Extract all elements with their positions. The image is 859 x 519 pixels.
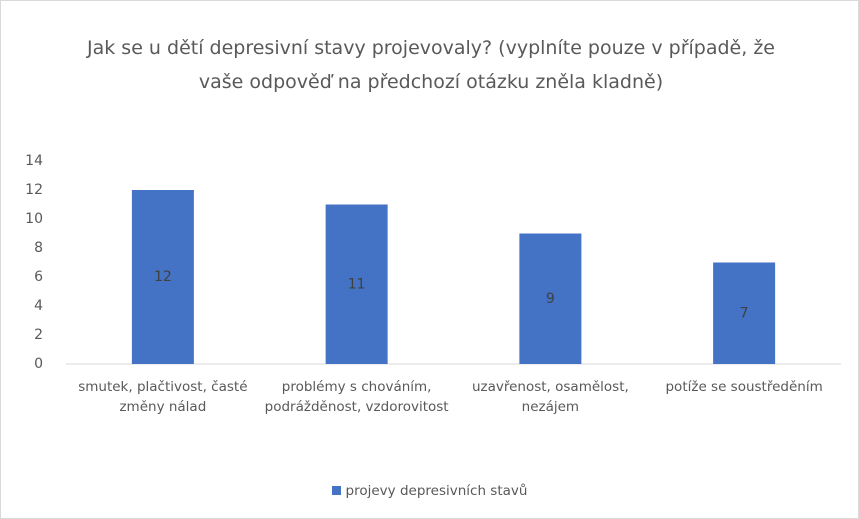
x-tick-label: potíže se soustředěním xyxy=(665,379,823,395)
bar xyxy=(325,204,388,364)
x-tick-label: smutek, plačtivost, časté změny nálad xyxy=(78,379,248,415)
x-tick-label: problémy s chováním, podrážděnost, vzdor… xyxy=(264,379,449,415)
data-label: 9 xyxy=(546,291,555,307)
y-tick-label: 0 xyxy=(34,356,43,372)
data-label: 7 xyxy=(740,305,749,321)
y-tick-label: 2 xyxy=(34,327,43,343)
y-tick-label: 12 xyxy=(25,182,43,198)
legend-label: projevy depresivních stavů xyxy=(345,483,528,499)
y-tick-label: 10 xyxy=(25,211,43,227)
data-label: 11 xyxy=(348,276,366,292)
legend-item: projevy depresivních stavů xyxy=(331,483,528,499)
bar xyxy=(131,190,194,364)
y-tick-label: 4 xyxy=(34,298,43,314)
x-tick-label: uzavřenost, osamělost, nezájem xyxy=(471,379,629,415)
bar xyxy=(519,233,582,364)
y-tick-label: 14 xyxy=(25,153,43,169)
y-tick-label: 6 xyxy=(34,269,43,285)
legend: projevy depresivních stavů xyxy=(1,483,858,499)
data-label: 12 xyxy=(154,269,172,285)
chart-title: Jak se u dětí depresivní stavy projevova… xyxy=(87,37,775,93)
legend-swatch xyxy=(331,486,341,495)
y-tick-label: 8 xyxy=(34,240,43,256)
bar xyxy=(713,262,776,364)
